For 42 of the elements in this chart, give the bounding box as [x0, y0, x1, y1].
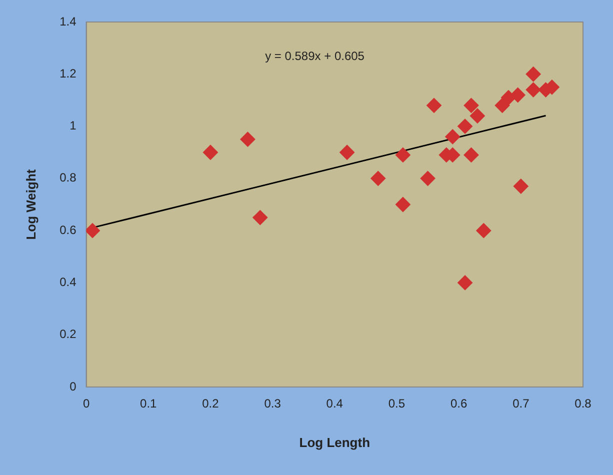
point	[395, 147, 410, 162]
point	[494, 98, 510, 113]
y-tick-label: 0	[70, 379, 77, 394]
y-axis-title: Log Weight	[23, 168, 38, 240]
point	[458, 118, 473, 134]
y-tick-label: 0.8	[60, 170, 77, 185]
y-tick-label: 1	[70, 118, 77, 133]
y-tick-label: 0.4	[60, 275, 77, 290]
x-axis-title: Log Length	[299, 434, 370, 450]
point	[464, 98, 479, 113]
point	[252, 210, 268, 226]
x-tick-label: 0.5	[388, 396, 406, 411]
point	[340, 144, 355, 160]
point	[240, 132, 256, 147]
y-tick-label: 0.6	[60, 222, 77, 237]
point	[464, 147, 479, 162]
x-tick-label: 0.6	[450, 396, 468, 411]
point	[86, 223, 100, 238]
point	[420, 170, 436, 186]
point	[470, 108, 485, 124]
x-tick-label: 0.1	[140, 396, 158, 411]
point	[202, 144, 218, 160]
point	[510, 88, 526, 102]
x-tick-label: 0.3	[264, 396, 282, 411]
point	[445, 129, 460, 144]
x-tick-label: 0	[82, 396, 90, 411]
point	[395, 197, 410, 212]
x-tick-label: 0.4	[326, 396, 344, 411]
annotation: y = 0.589x + 0.605	[265, 49, 365, 63]
x-tick-label: 0.2	[202, 396, 220, 411]
y-tick-label: 1.2	[60, 66, 77, 80]
x-tick-label: 0.7	[512, 396, 530, 411]
point	[476, 223, 492, 238]
y-tick-label: 0.2	[60, 327, 77, 342]
point	[426, 98, 442, 113]
y-tick-label: 1.4	[60, 14, 77, 28]
point	[370, 170, 386, 186]
point	[513, 178, 528, 194]
x-tick-label: 0.8	[574, 396, 592, 411]
point	[526, 82, 541, 98]
point	[458, 275, 473, 290]
point	[526, 66, 541, 82]
